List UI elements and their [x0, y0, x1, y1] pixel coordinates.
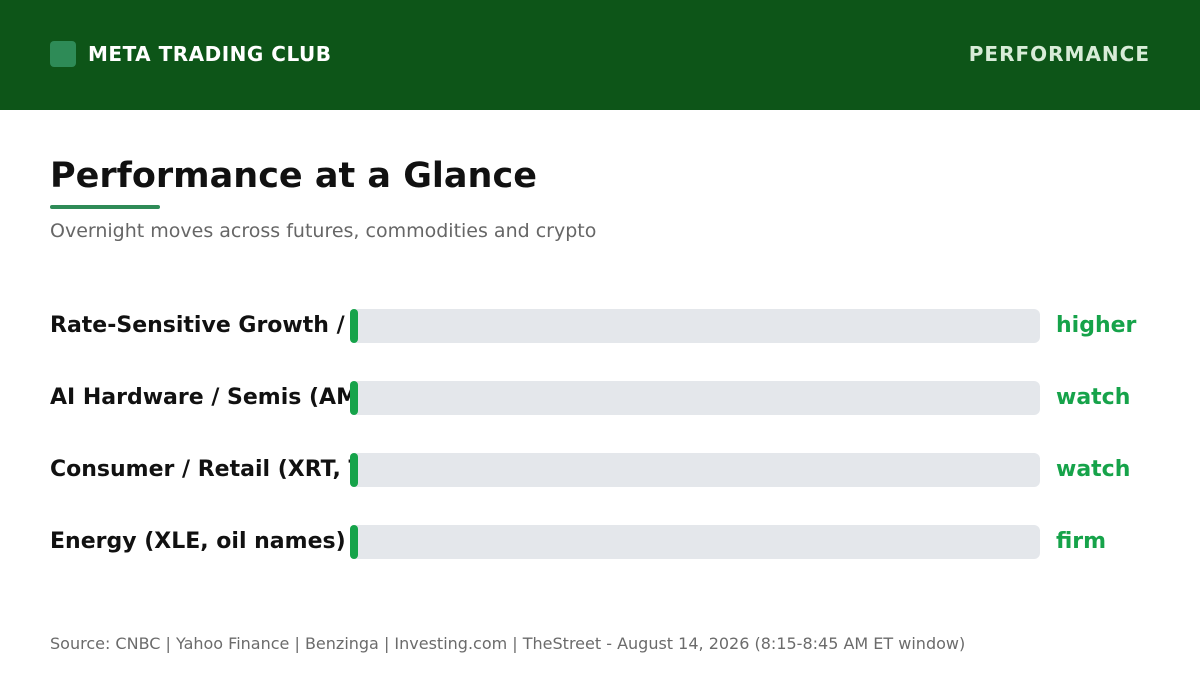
bar-fill [350, 381, 358, 415]
brand-logo-icon [50, 41, 76, 67]
bar-track [350, 309, 1040, 343]
row-status: firm [1056, 529, 1107, 554]
performance-row: Energy (XLE, oil names) firm [50, 524, 1160, 560]
row-label: Energy (XLE, oil names) [50, 529, 346, 554]
top-header-bar: META TRADING CLUB PERFORMANCE [0, 0, 1200, 110]
performance-row: Rate-Sensitive Growth / Biotech (XBI, AR… [50, 308, 1160, 344]
page-title: Performance at a Glance [50, 156, 537, 196]
bar-track [350, 381, 1040, 415]
row-status: watch [1056, 457, 1131, 482]
bar-track [350, 453, 1040, 487]
bar-track [350, 525, 1040, 559]
row-status: watch [1056, 385, 1131, 410]
bar-fill [350, 309, 358, 343]
performance-row: Consumer / Retail (XRT, TGT) watch [50, 452, 1160, 488]
brand-name: META TRADING CLUB [88, 42, 332, 66]
performance-row: AI Hardware / Semis (AMAT, NVDA) watch [50, 380, 1160, 416]
row-status: higher [1056, 313, 1137, 338]
row-label: AI Hardware / Semis (AMAT, NVDA) [50, 385, 354, 410]
page-subtitle: Overnight moves across futures, commodit… [50, 220, 597, 242]
brand[interactable]: META TRADING CLUB [50, 40, 331, 68]
bar-fill [350, 525, 358, 559]
section-nav-performance[interactable]: PERFORMANCE [968, 42, 1150, 66]
bar-fill [350, 453, 358, 487]
row-label: Consumer / Retail (XRT, TGT) [50, 457, 354, 482]
source-footnote: Source: CNBC | Yahoo Finance | Benzinga … [50, 634, 966, 653]
title-underline-accent [50, 205, 160, 209]
row-label: Rate-Sensitive Growth / Biotech (XBI, AR… [50, 313, 354, 338]
